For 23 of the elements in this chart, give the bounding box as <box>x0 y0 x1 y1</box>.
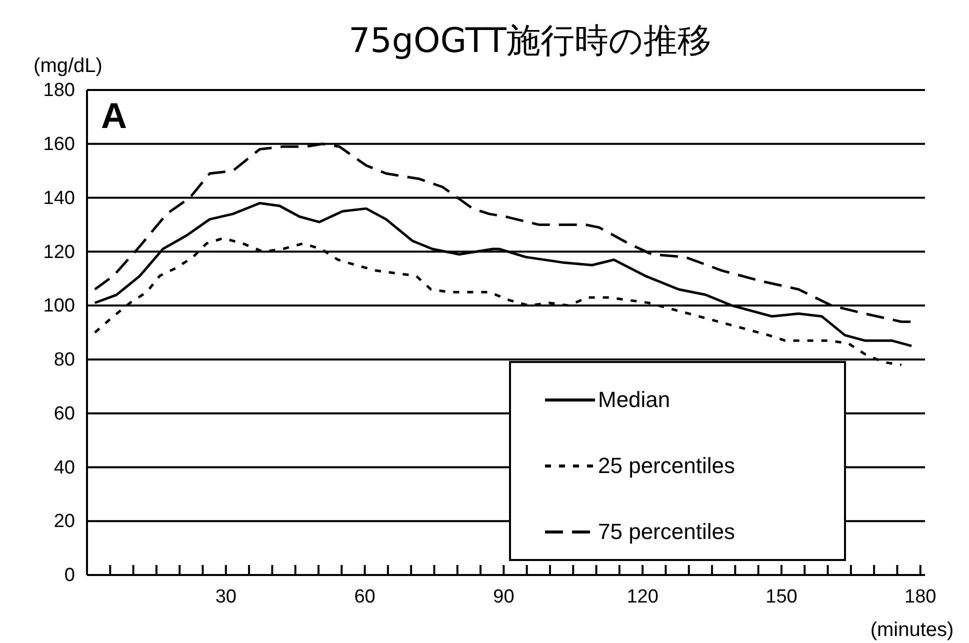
y-tick-label: 120 <box>43 242 75 263</box>
y-tick-label: 160 <box>43 134 75 155</box>
y-tick-label: 60 <box>54 403 75 424</box>
y-tick-label: 180 <box>43 80 75 102</box>
y-axis-title: (mg/dL) <box>34 55 102 77</box>
x-tick-label: 180 <box>904 586 936 608</box>
x-tick-label: 120 <box>626 586 658 608</box>
x-axis-title: (minutes) <box>870 619 954 641</box>
legend-label: 75 percentiles <box>598 519 735 544</box>
chart-title: 75gOGTT施行時の推移 <box>348 21 712 61</box>
y-tick-label: 140 <box>43 188 75 209</box>
y-tick-label: 100 <box>43 296 75 317</box>
legend-label: Median <box>598 387 670 412</box>
y-tick-label: 0 <box>64 565 75 586</box>
legend-label: 25 percentiles <box>598 453 735 478</box>
x-tick-label: 150 <box>766 586 798 608</box>
x-tick-label: 60 <box>354 586 376 608</box>
y-tick-label: 80 <box>54 350 75 371</box>
annotation: A <box>101 95 127 136</box>
y-tick-label: 20 <box>54 511 75 532</box>
y-tick-label: 40 <box>54 457 75 478</box>
x-tick-label: 90 <box>493 586 514 608</box>
x-tick-label: 30 <box>215 586 236 608</box>
